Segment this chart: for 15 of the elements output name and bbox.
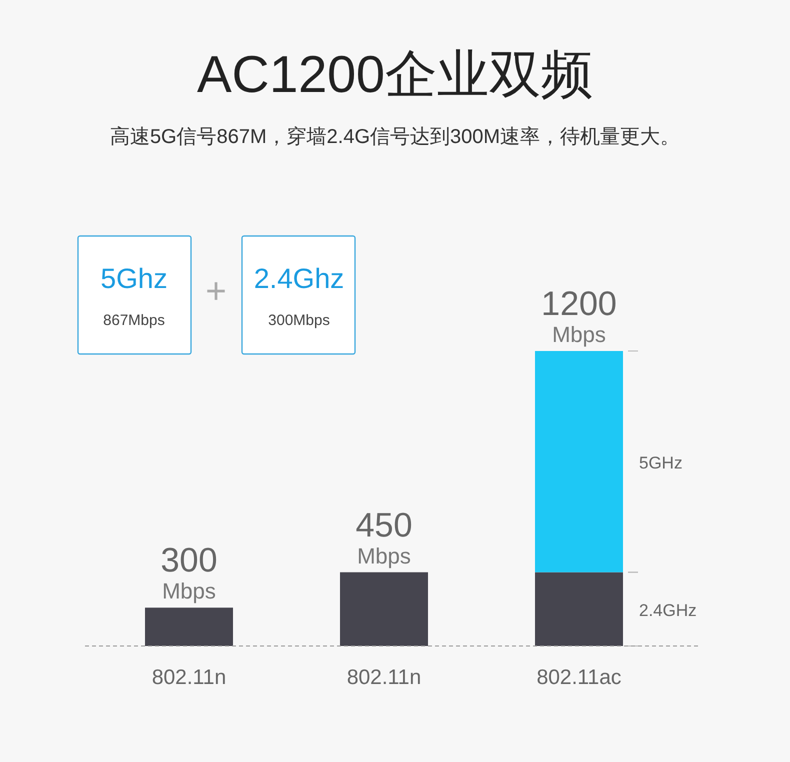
text: 5Ghz [100, 263, 168, 294]
text: + [205, 270, 227, 311]
text: 867Mbps [103, 312, 165, 329]
text: 300Mbps [268, 312, 330, 329]
x-tick-label: 802.11ac [536, 666, 622, 689]
annotation: 450 Mbps [356, 506, 412, 568]
text: 1200 Mbps [541, 285, 617, 347]
series-label: 5GHz [639, 454, 682, 473]
chart-subtitle: 高速5G信号867M，穿墙2.4G信号达到300M速率，待机量更大。 [110, 125, 680, 148]
series-label: 2.4GHz [639, 601, 697, 620]
chart-title: AC1200企业双频 [197, 46, 593, 104]
annotation: 300 Mbps [160, 542, 218, 604]
x-tick-label: 802.11n [152, 666, 226, 689]
x-tick-label: 802.11n [346, 666, 422, 689]
text: 2.4Ghz [254, 263, 344, 294]
